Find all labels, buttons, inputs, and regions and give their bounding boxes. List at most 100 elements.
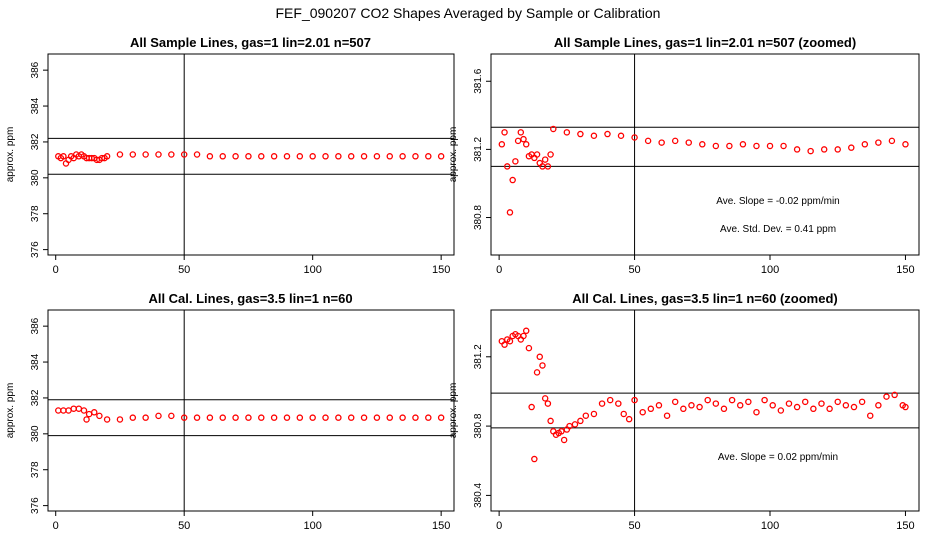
data-point bbox=[582, 412, 590, 419]
data-point bbox=[347, 153, 355, 160]
data-point bbox=[785, 400, 793, 407]
data-point bbox=[142, 151, 149, 158]
x-tick-label: 50 bbox=[178, 264, 190, 276]
data-point bbox=[866, 412, 874, 419]
data-point bbox=[745, 398, 752, 406]
data-point bbox=[834, 146, 841, 153]
data-point bbox=[506, 337, 514, 345]
data-point bbox=[96, 412, 103, 420]
data-point bbox=[658, 139, 665, 146]
data-point bbox=[501, 341, 508, 348]
data-point bbox=[65, 407, 72, 414]
data-point bbox=[604, 130, 611, 138]
x-tick-label: 0 bbox=[496, 264, 502, 276]
y-tick-label: 384 bbox=[30, 353, 41, 370]
y-tick-label: 386 bbox=[30, 317, 41, 334]
x-tick-label: 0 bbox=[496, 520, 502, 532]
data-point bbox=[590, 410, 598, 418]
data-point bbox=[360, 414, 368, 421]
panel-4-title: All Cal. Lines, gas=3.5 lin=1 n=60 (zoom… bbox=[572, 291, 838, 306]
data-point bbox=[577, 417, 584, 425]
data-point bbox=[180, 151, 188, 158]
y-tick-label: 380.8 bbox=[473, 205, 484, 230]
x-tick-label: 100 bbox=[303, 520, 321, 532]
data-point bbox=[606, 396, 614, 404]
data-point bbox=[309, 153, 316, 160]
data-point bbox=[842, 402, 850, 409]
data-point bbox=[506, 209, 514, 216]
data-point bbox=[544, 163, 552, 170]
data-point bbox=[875, 402, 882, 409]
data-point bbox=[142, 414, 149, 421]
data-point bbox=[509, 176, 516, 184]
data-point bbox=[85, 410, 93, 418]
data-point bbox=[283, 153, 291, 160]
y-tick-label: 382 bbox=[30, 389, 41, 406]
data-point bbox=[103, 153, 111, 160]
x-tick-label: 50 bbox=[628, 264, 640, 276]
panel-2-title: All Sample Lines, gas=1 lin=2.01 n=507 (… bbox=[553, 35, 857, 50]
data-point bbox=[563, 129, 571, 136]
data-point bbox=[80, 407, 88, 414]
data-point bbox=[60, 153, 67, 160]
y-tick-label: 380 bbox=[30, 425, 41, 442]
y-tick-label: 376 bbox=[30, 241, 41, 258]
data-point bbox=[647, 405, 655, 413]
annotation-text: Ave. Slope = 0.02 ppm/min bbox=[718, 452, 838, 463]
panel-2: 0 50 100 150 380.8 381.2 381.6 approx. ppm Ave. … bbox=[448, 53, 920, 276]
y-tick-label: 378 bbox=[30, 461, 41, 478]
data-point bbox=[861, 141, 869, 148]
data-point bbox=[103, 416, 111, 423]
data-point bbox=[753, 142, 760, 150]
data-point bbox=[531, 455, 538, 463]
data-point bbox=[728, 396, 736, 404]
data-point bbox=[902, 141, 909, 148]
data-point bbox=[60, 407, 67, 414]
data-point bbox=[858, 398, 866, 406]
data-point bbox=[560, 436, 568, 444]
data-point bbox=[671, 398, 679, 406]
data-point bbox=[347, 414, 355, 421]
data-point bbox=[736, 402, 744, 409]
data-point bbox=[55, 407, 62, 414]
data-point bbox=[245, 414, 252, 421]
data-point bbox=[206, 153, 214, 160]
data-point bbox=[373, 414, 381, 421]
data-point bbox=[322, 414, 329, 421]
data-point bbox=[550, 125, 557, 133]
data-point bbox=[412, 414, 419, 421]
data-point bbox=[283, 414, 291, 421]
data-point bbox=[875, 139, 882, 146]
data-point bbox=[75, 405, 83, 412]
data-point bbox=[270, 153, 278, 160]
data-point bbox=[425, 153, 432, 160]
data-point bbox=[155, 412, 162, 420]
data-point bbox=[801, 398, 809, 406]
data-point bbox=[193, 414, 201, 421]
data-point bbox=[777, 407, 785, 414]
data-point bbox=[688, 402, 695, 409]
data-point bbox=[631, 396, 638, 404]
data-point bbox=[219, 153, 226, 160]
data-point bbox=[834, 398, 841, 406]
x-tick-label: 0 bbox=[53, 264, 59, 276]
data-point bbox=[296, 414, 304, 421]
data-point bbox=[232, 153, 239, 160]
plot-frame bbox=[490, 53, 920, 256]
y-tick-label: 384 bbox=[30, 97, 41, 114]
data-point bbox=[504, 163, 511, 170]
data-point bbox=[296, 153, 304, 160]
y-tick-label: 382 bbox=[30, 133, 41, 150]
data-point bbox=[891, 391, 898, 399]
y-tick-label: 380.4 bbox=[473, 482, 484, 507]
plot-frame bbox=[47, 309, 455, 512]
data-point bbox=[322, 153, 329, 160]
data-point bbox=[766, 142, 774, 150]
data-point bbox=[168, 151, 175, 158]
data-point bbox=[848, 144, 855, 151]
data-point bbox=[753, 408, 760, 416]
y-tick-label: 381.6 bbox=[473, 68, 484, 93]
data-point bbox=[335, 153, 342, 160]
data-point bbox=[699, 141, 706, 148]
